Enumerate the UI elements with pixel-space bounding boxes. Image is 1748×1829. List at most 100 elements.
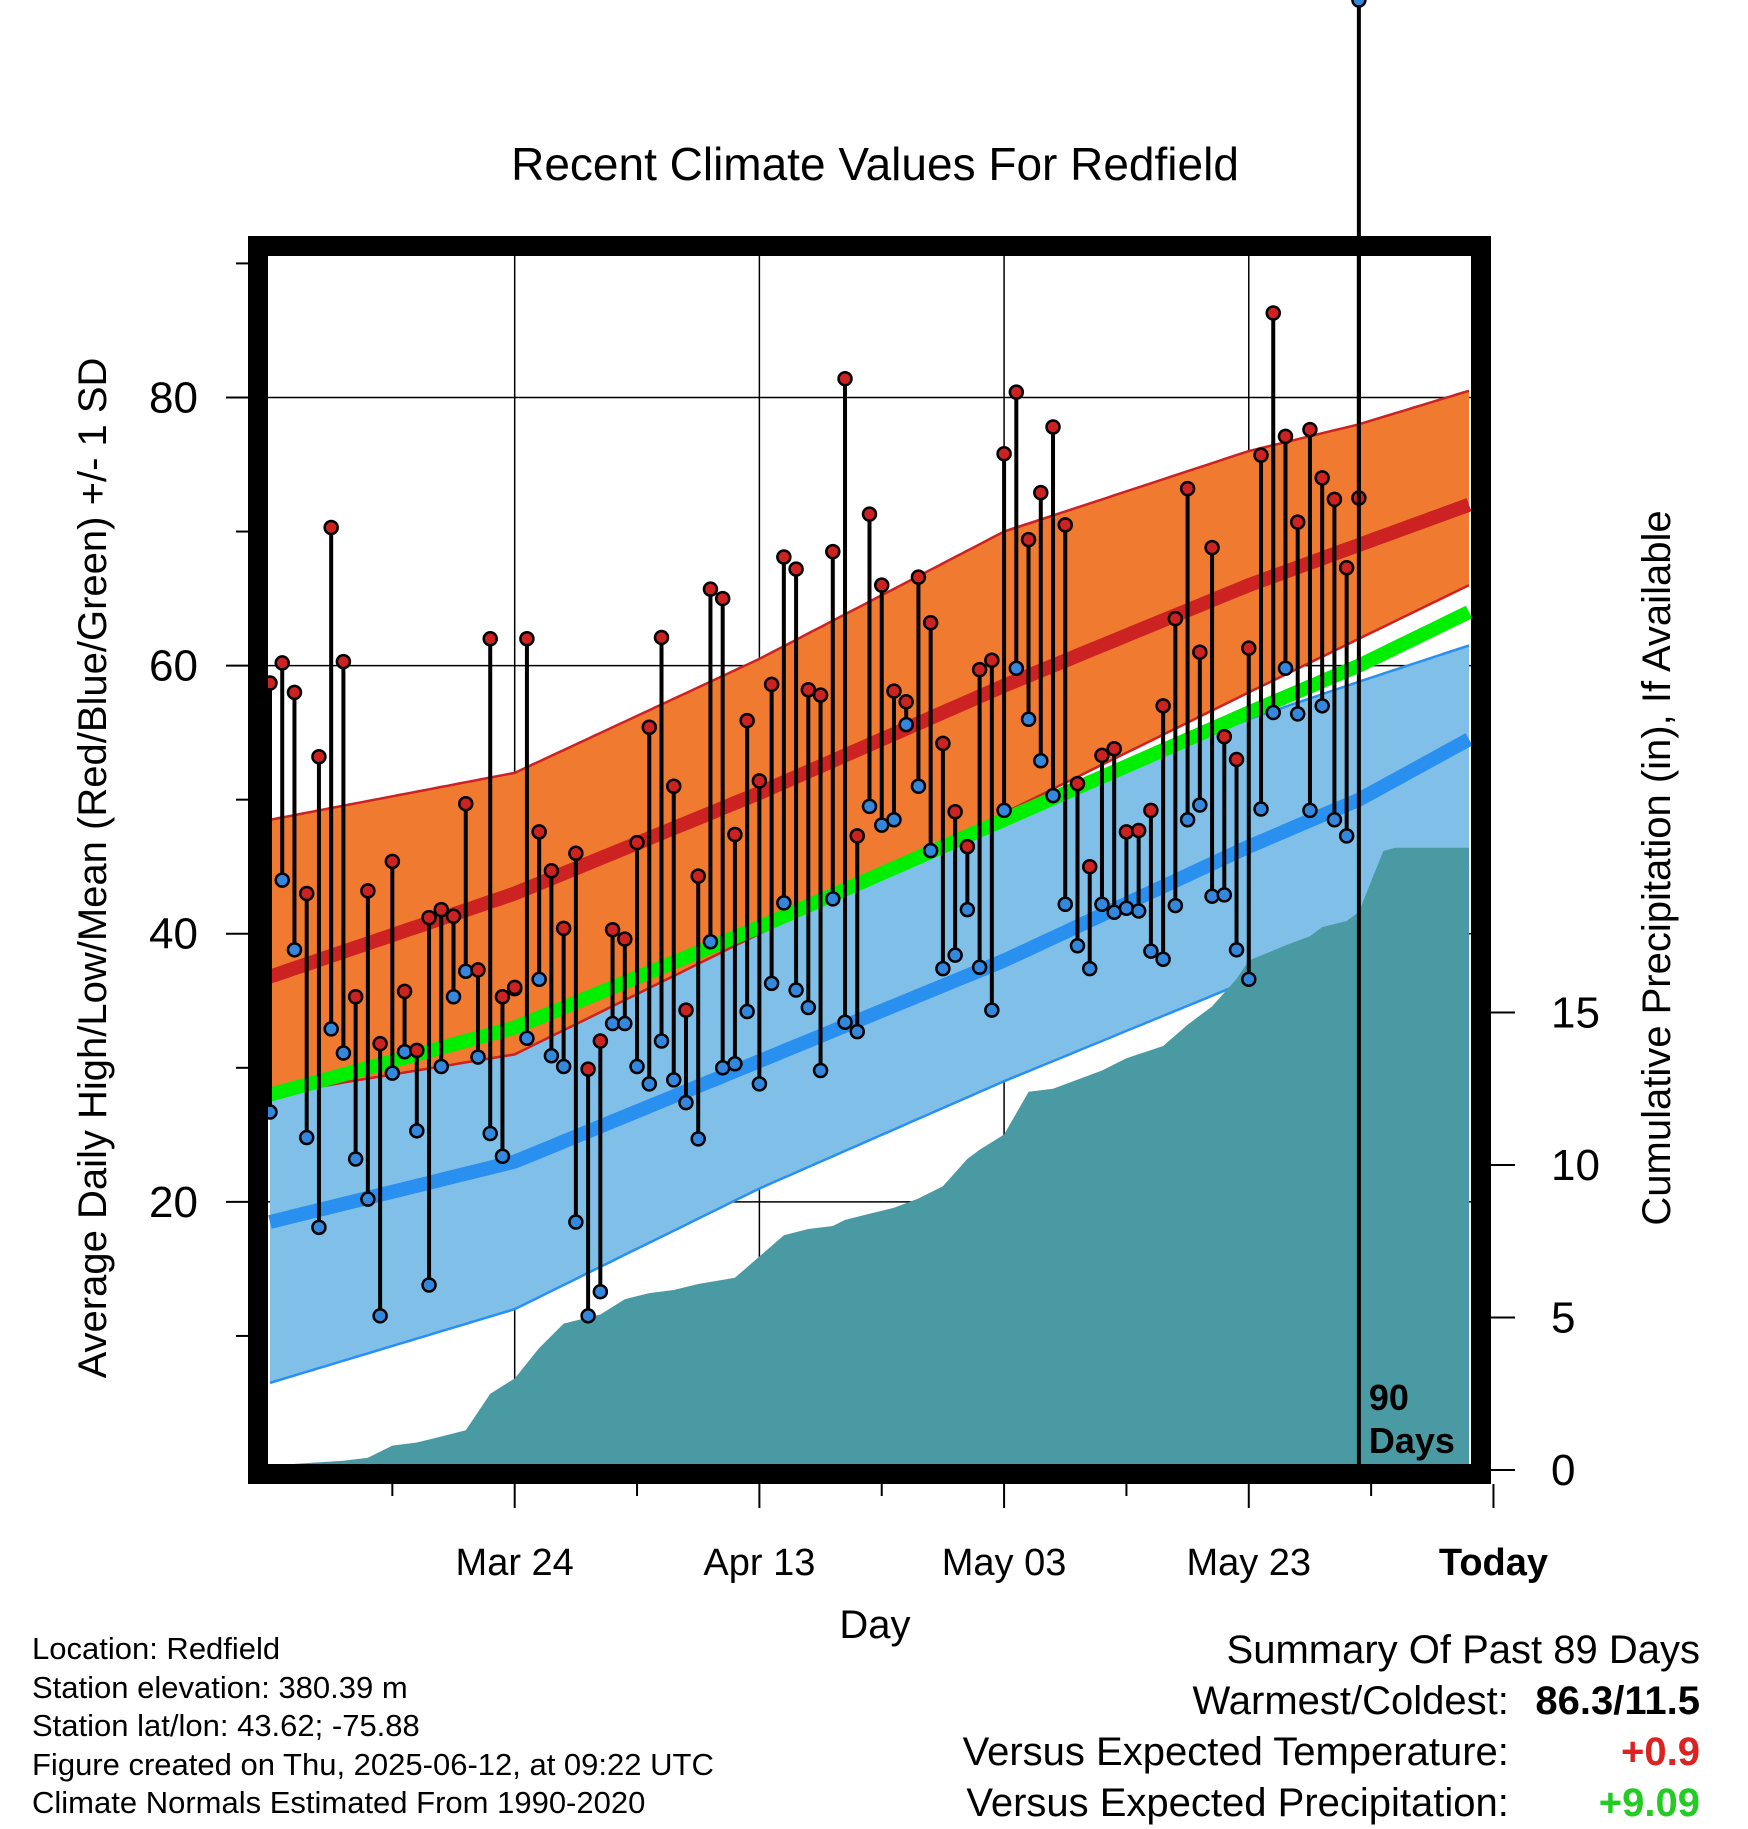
latlon-text: Station lat/lon: 43.62; -75.88 bbox=[32, 1708, 420, 1743]
low-point bbox=[947, 947, 963, 963]
high-point bbox=[506, 979, 523, 996]
low-point bbox=[311, 1219, 327, 1236]
low-point bbox=[1302, 802, 1318, 819]
high-point bbox=[1045, 419, 1061, 435]
high-point bbox=[776, 549, 792, 565]
low-point bbox=[1179, 812, 1196, 828]
high-point bbox=[298, 885, 315, 902]
low-point bbox=[445, 988, 462, 1005]
high-point bbox=[641, 719, 658, 736]
low-point bbox=[776, 895, 792, 911]
low-point bbox=[433, 1058, 450, 1075]
warmest-coldest-row: Warmest/Coldest: 86.3/11.5 bbox=[963, 1676, 1701, 1727]
high-point bbox=[1216, 728, 1233, 745]
high-point bbox=[372, 1035, 388, 1052]
y2-axis-label: Cumulative Precipitation (in), If Availa… bbox=[1635, 510, 1679, 1225]
warmest-coldest-label: Warmest/Coldest: bbox=[1192, 1679, 1509, 1723]
low-point bbox=[1351, 0, 1367, 8]
high-point bbox=[1179, 480, 1196, 497]
high-point bbox=[1069, 775, 1086, 792]
high-point bbox=[849, 828, 866, 844]
precipitation-area bbox=[270, 847, 1469, 1470]
low-point bbox=[409, 1123, 425, 1139]
high-point bbox=[494, 988, 511, 1005]
low-point bbox=[1277, 660, 1294, 677]
summary-panel: Summary Of Past 89 Days Warmest/Coldest:… bbox=[963, 1625, 1700, 1829]
x-axis-label: Day bbox=[839, 1603, 910, 1647]
location-text: Location: Redfield bbox=[32, 1631, 281, 1666]
low-point bbox=[360, 1191, 376, 1207]
high-point bbox=[653, 629, 670, 646]
low-point bbox=[1216, 887, 1233, 903]
y-axis-label: Average Daily High/Low/Mean (Red/Blue/Gr… bbox=[71, 358, 115, 1379]
high-point bbox=[396, 983, 413, 1000]
low-point bbox=[1045, 787, 1061, 804]
high-point bbox=[1302, 421, 1318, 438]
low-point bbox=[678, 1094, 694, 1111]
high-point bbox=[1204, 539, 1220, 556]
low-point bbox=[763, 975, 780, 992]
station-info: Location: Redfield Station elevation: 38… bbox=[32, 1630, 714, 1823]
low-point bbox=[690, 1131, 706, 1147]
average-mean-line bbox=[268, 605, 1473, 1102]
low-point bbox=[1265, 704, 1281, 721]
low-point bbox=[898, 716, 914, 733]
low-point bbox=[1094, 896, 1110, 912]
high-point bbox=[996, 446, 1012, 462]
high-point bbox=[1020, 531, 1037, 548]
low-point bbox=[959, 901, 976, 918]
low-point bbox=[727, 1056, 743, 1072]
low-point bbox=[996, 802, 1012, 819]
summary-title: Summary Of Past 89 Days bbox=[1226, 1628, 1700, 1672]
low-point bbox=[1057, 896, 1074, 912]
low-point bbox=[653, 1033, 670, 1049]
high-point bbox=[898, 694, 914, 710]
created-text: Figure created on Thu, 2025-06-12, at 09… bbox=[32, 1746, 714, 1782]
low-point bbox=[751, 1076, 768, 1092]
y-tick-label: 20 bbox=[149, 1178, 198, 1227]
high-point bbox=[592, 1033, 609, 1049]
high-point bbox=[1192, 644, 1208, 660]
high-point bbox=[604, 921, 621, 938]
low-point bbox=[922, 842, 939, 859]
high-point bbox=[714, 590, 731, 607]
low-point bbox=[849, 1023, 866, 1040]
high-point bbox=[360, 883, 376, 899]
high-point bbox=[947, 803, 963, 820]
low-point bbox=[1167, 897, 1184, 914]
high-point bbox=[935, 735, 951, 752]
x-tick-label: Apr 13 bbox=[703, 1542, 815, 1584]
low-point bbox=[1253, 801, 1269, 817]
low-point bbox=[396, 1043, 413, 1060]
high-point bbox=[1033, 484, 1049, 501]
high-point bbox=[274, 655, 290, 671]
high-point bbox=[1228, 751, 1245, 768]
high-point bbox=[837, 370, 853, 387]
high-point bbox=[629, 834, 645, 851]
low-point bbox=[519, 1030, 535, 1047]
low-point bbox=[274, 872, 290, 888]
low-point bbox=[1326, 812, 1343, 828]
low-point bbox=[1155, 951, 1171, 967]
high-point bbox=[1143, 802, 1159, 819]
low-point bbox=[1228, 942, 1245, 958]
high-point bbox=[543, 862, 560, 879]
low-point bbox=[1118, 900, 1135, 917]
low-point bbox=[910, 778, 927, 795]
high-point bbox=[580, 1061, 596, 1077]
low-point bbox=[837, 1014, 853, 1030]
low-point bbox=[1338, 828, 1355, 844]
low-point bbox=[458, 963, 474, 980]
high-point bbox=[421, 909, 437, 926]
high-point bbox=[384, 853, 401, 870]
low-point bbox=[1204, 888, 1220, 904]
y-tick-label: 40 bbox=[149, 910, 198, 959]
precip-anomaly-label: Versus Expected Precipitation: bbox=[966, 1781, 1509, 1825]
high-point bbox=[409, 1042, 425, 1059]
low-point bbox=[629, 1058, 645, 1075]
normals-text: Climate Normals Estimated From 1990-2020 bbox=[32, 1785, 646, 1820]
high-point bbox=[617, 931, 633, 947]
temp-anomaly-row: Versus Expected Temperature: +0.9 bbox=[963, 1727, 1700, 1778]
low-point bbox=[470, 1049, 486, 1065]
